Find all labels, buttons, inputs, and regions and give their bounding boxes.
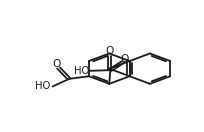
Text: O: O bbox=[52, 59, 61, 69]
Text: HO: HO bbox=[74, 66, 89, 76]
Text: O: O bbox=[105, 46, 113, 56]
Text: O: O bbox=[120, 53, 129, 63]
Text: HO: HO bbox=[35, 81, 51, 91]
